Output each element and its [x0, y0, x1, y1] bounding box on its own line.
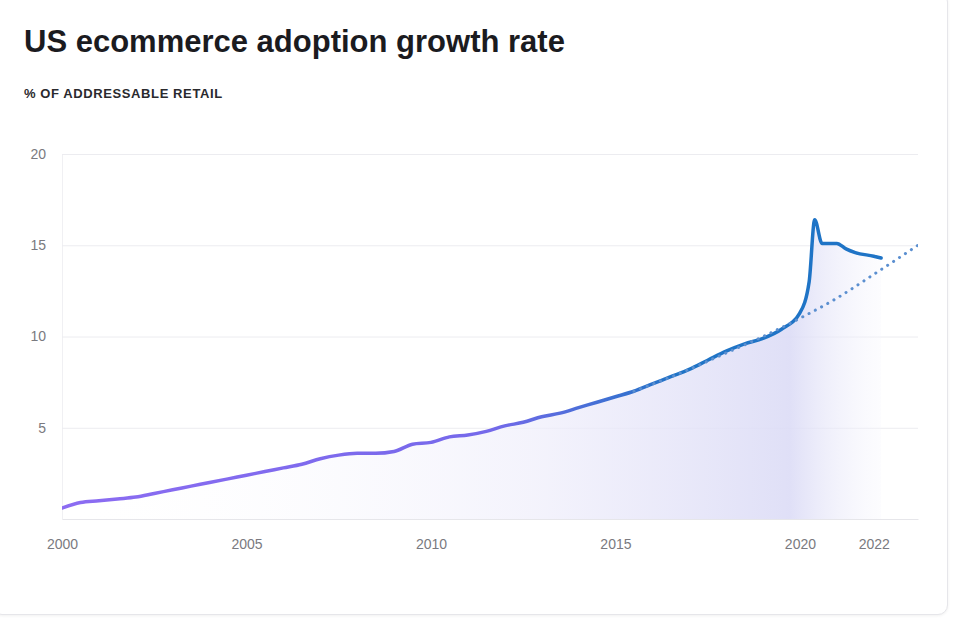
x-tick: 2000 — [47, 519, 78, 552]
y-tick-label: 10 — [30, 328, 46, 344]
x-tick-label: 2022 — [859, 536, 890, 552]
area-fill — [62, 220, 881, 519]
x-tick: 2005 — [231, 519, 262, 552]
y-tick-label: 5 — [38, 420, 46, 436]
y-tick-label: 20 — [30, 146, 46, 162]
line — [62, 220, 881, 508]
data-area — [62, 220, 918, 519]
x-tick: 2020 — [785, 519, 816, 552]
plot: 5 10 15 20 2000 2005 2010 2015 2020 2022 — [30, 146, 918, 552]
x-tick-label: 2000 — [47, 536, 78, 552]
x-tick-label: 2005 — [231, 536, 262, 552]
y-tick: 20 — [30, 146, 918, 162]
grid-line — [62, 154, 918, 155]
y-tick-label: 15 — [30, 237, 46, 253]
title: US ecommerce adoption growth rate — [24, 24, 565, 59]
x-tick: 2022 — [859, 519, 890, 552]
x-tick-label: 2020 — [785, 536, 816, 552]
y-tick: 15 — [30, 237, 918, 253]
x-tick: 2010 — [416, 519, 447, 552]
y-axis: 5 10 15 20 — [30, 146, 918, 520]
x-tick-label: 2010 — [416, 536, 447, 552]
subtitle: % OF ADDRESSABLE RETAIL — [24, 86, 223, 101]
x-axis: 2000 2005 2010 2015 2020 2022 — [47, 519, 919, 552]
x-tick-label: 2015 — [600, 536, 631, 552]
x-tick: 2015 — [600, 519, 631, 552]
line — [634, 245, 918, 391]
x-axis-line — [63, 519, 919, 520]
grid-line — [62, 245, 918, 246]
chart: US ecommerce adoption growth rate % OF AD… — [0, 0, 956, 627]
